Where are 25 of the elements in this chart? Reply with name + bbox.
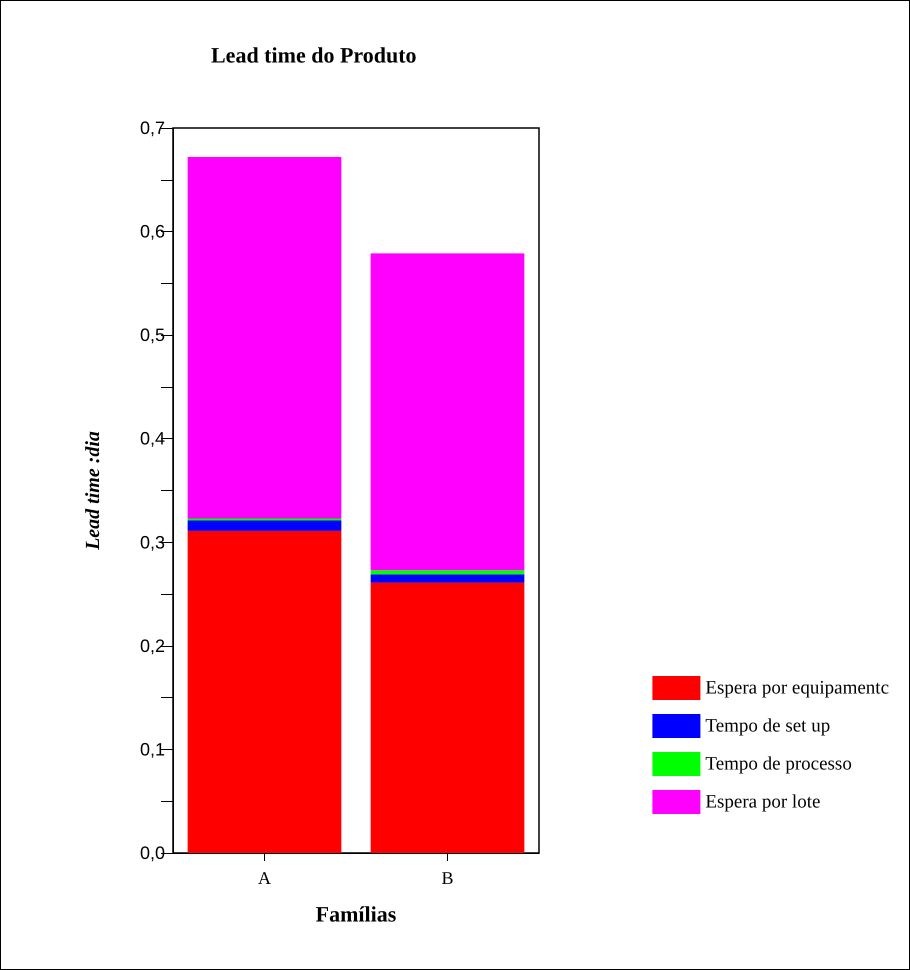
- y-tick-label: 0,6: [140, 222, 165, 242]
- bar: [370, 570, 524, 574]
- y-tick-label: 0,2: [140, 636, 165, 656]
- x-tick-label: B: [441, 868, 454, 888]
- bar: [188, 520, 342, 531]
- y-tick-label: 0,0: [140, 843, 165, 863]
- bar: [370, 574, 524, 583]
- bar: [188, 530, 342, 853]
- legend-label: Tempo de set up: [705, 716, 830, 736]
- y-tick-label: 0,4: [140, 428, 165, 449]
- legend-label: Espera por equipamentc: [705, 678, 890, 698]
- y-tick-label: 0,5: [140, 325, 165, 346]
- y-axis-title: Lead time :dia: [82, 431, 104, 551]
- y-tick-label: 0,3: [140, 532, 165, 552]
- bar: [188, 518, 342, 521]
- chart-title: Lead time do Produto: [211, 42, 417, 68]
- x-axis-title: Famílias: [316, 902, 397, 926]
- bar: [370, 253, 524, 570]
- bar: [188, 157, 342, 518]
- y-tick-label: 0,7: [140, 118, 165, 138]
- legend-label: Tempo de processo: [705, 754, 852, 774]
- bar: [370, 582, 524, 853]
- legend-label: Espera por lote: [705, 792, 820, 812]
- y-tick-label: 0,1: [140, 739, 165, 760]
- x-tick-label: A: [258, 868, 271, 888]
